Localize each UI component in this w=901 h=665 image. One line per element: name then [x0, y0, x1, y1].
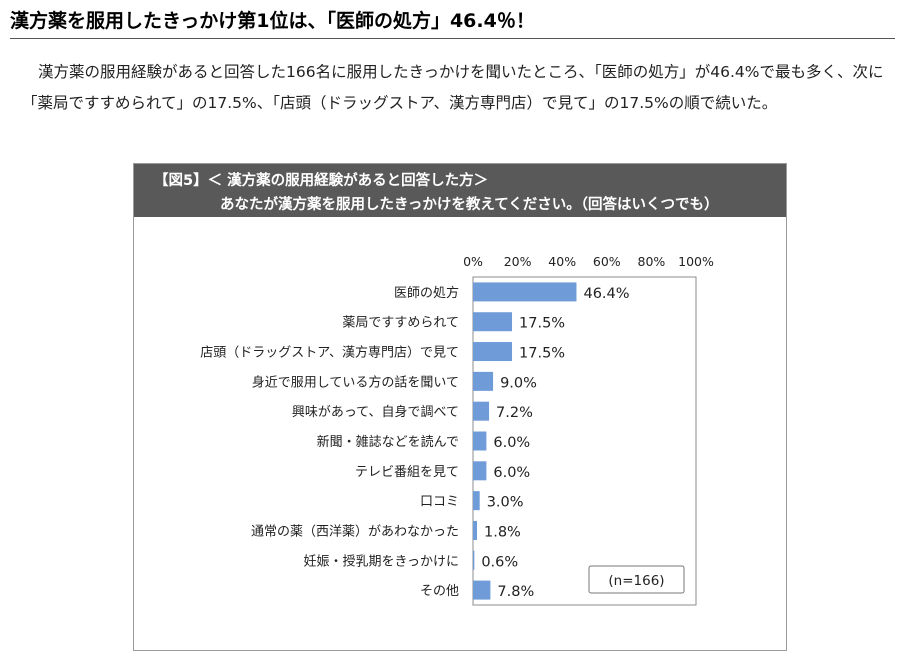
bar — [473, 401, 490, 421]
intro-paragraph: 漢方薬の服用経験があると回答した166名に服用したきっかけを聞いたところ、「医師… — [22, 63, 884, 112]
bar — [473, 520, 478, 540]
x-tick-label: 80% — [638, 254, 666, 269]
value-label: 17.5% — [519, 316, 565, 332]
value-label: 46.4% — [583, 286, 629, 302]
bar — [473, 461, 487, 481]
category-label: その他 — [420, 584, 459, 599]
sample-note: (n=166) — [608, 573, 664, 589]
category-label: 薬局ですすめられて — [342, 316, 459, 331]
category-label: 新聞・雑誌などを読んで — [317, 434, 459, 450]
value-label: 7.2% — [496, 405, 533, 421]
headline: 漢方薬を服用したきっかけ第1位は、「医師の処方」46.4％！ — [10, 6, 895, 39]
x-tick-label: 40% — [548, 254, 576, 269]
value-label: 9.0% — [500, 375, 537, 391]
bar — [473, 431, 487, 451]
category-label: 店頭（ドラッグストア、漢方専門店）で見て — [200, 345, 459, 361]
bar — [473, 312, 513, 332]
value-label: 6.0% — [493, 465, 530, 481]
figure-5: 【図5】＜ 漢方薬の服用経験があると回答した方＞ あなたが漢方薬を服用したきっか… — [133, 163, 787, 651]
x-tick-label: 100% — [678, 254, 714, 269]
category-label: 口コミ — [420, 495, 459, 510]
x-tick-label: 0% — [463, 254, 483, 269]
figure-title-line1: 【図5】＜ 漢方薬の服用経験があると回答した方＞ — [154, 173, 489, 189]
value-label: 0.6% — [481, 554, 518, 570]
category-label: 妊娠・授乳期をきっかけに — [304, 554, 459, 569]
category-label: 興味があって、自身で調べて — [292, 404, 459, 420]
x-tick-label: 60% — [593, 254, 621, 269]
value-label: 3.0% — [487, 495, 524, 511]
value-label: 7.8% — [497, 584, 534, 600]
bar — [473, 491, 480, 511]
bar — [473, 342, 513, 362]
bar-chart: 0% 20% 40% 60% 80% 100% 医師の処方 46.4% 薬局ですすめられて 17.… — [200, 254, 714, 606]
bar — [473, 282, 577, 302]
figure-header: 【図5】＜ 漢方薬の服用経験があると回答した方＞ あなたが漢方薬を服用したきっか… — [134, 164, 786, 217]
sample-note-box — [588, 565, 685, 594]
category-label: 通常の薬（西洋薬）があわなかった — [251, 524, 459, 539]
category-label: 医師の処方 — [394, 285, 459, 301]
value-label: 1.8% — [484, 524, 521, 540]
bar — [473, 580, 491, 600]
category-label: テレビ番組を見て — [355, 465, 459, 480]
x-tick-label: 20% — [504, 254, 532, 269]
bar — [473, 371, 494, 391]
bar — [473, 550, 475, 570]
value-label: 17.5% — [519, 346, 565, 362]
value-label: 6.0% — [493, 435, 530, 451]
figure-title-line2: あなたが漢方薬を服用したきっかけを教えてください。（回答はいくつでも） — [220, 197, 719, 213]
category-label: 身近で服用している方の話を聞いて — [252, 374, 459, 390]
